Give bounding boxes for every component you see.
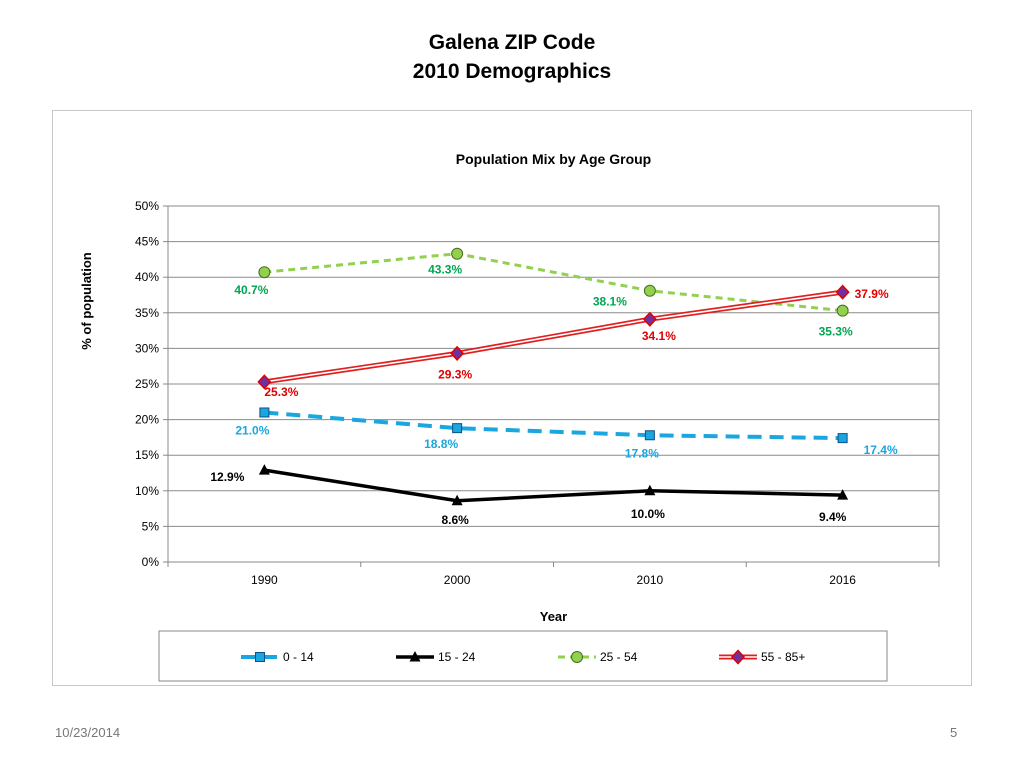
slide-title-line1: Galena ZIP Code (428, 31, 596, 54)
legend-label: 55 - 85+ (761, 650, 805, 664)
data-label: 35.3% (819, 325, 853, 339)
slide-page-number: 5 (950, 725, 958, 740)
legend-marker (255, 652, 265, 662)
slide-title-line2: 2010 Demographics (412, 60, 612, 83)
legend: 0 - 14 15 - 24 25 - 54 55 - 85+ (158, 630, 888, 682)
series-line (264, 410, 843, 441)
data-point (258, 464, 270, 475)
y-tick-label: 5% (142, 519, 160, 533)
legend-label: 15 - 24 (438, 650, 476, 664)
data-label: 37.9% (855, 287, 889, 301)
chart-title: Population Mix by Age Group (456, 151, 651, 167)
data-label: 17.8% (625, 446, 659, 460)
y-tick-label: 40% (135, 270, 159, 284)
data-point (642, 311, 657, 327)
data-label: 40.7% (234, 283, 268, 297)
data-point (450, 345, 465, 361)
data-point (835, 284, 850, 300)
data-label: 8.6% (441, 513, 469, 527)
y-tick-label: 20% (135, 413, 159, 427)
x-axis-title: Year (540, 609, 567, 624)
data-point (836, 304, 849, 317)
legend-marker (409, 651, 421, 662)
chart-frame: Population Mix by Age Group 0% 5% 10% 15% 20%… (52, 110, 972, 686)
data-point (451, 494, 463, 506)
y-tick-label: 0% (142, 555, 160, 569)
x-axis: 1990 2000 2010 2016 (167, 562, 940, 587)
x-tick-label: 2010 (637, 573, 664, 587)
legend-item: 15 - 24 (396, 650, 476, 664)
data-point (643, 284, 656, 297)
data-point (452, 423, 463, 434)
data-point (259, 407, 270, 418)
data-point (837, 433, 848, 444)
data-point (257, 374, 272, 390)
y-tick-label: 45% (135, 235, 159, 249)
series-line (264, 468, 843, 503)
legend-marker (730, 649, 746, 665)
y-tick-label: 25% (135, 377, 159, 391)
data-point (644, 484, 656, 496)
series-0-14: 21.0% 18.8% 17.8% 17.4% (235, 407, 898, 460)
data-label: 34.1% (642, 329, 676, 343)
data-label: 29.3% (438, 367, 472, 381)
data-label: 9.4% (819, 510, 847, 524)
data-point (258, 266, 271, 279)
series-25-54: 40.7% 43.3% 38.1% 35.3% (234, 247, 853, 339)
data-point (451, 247, 464, 260)
slide-date: 10/23/2014 (55, 725, 121, 740)
legend-item: 0 - 14 (241, 650, 314, 664)
series-55-85-: 25.3% 29.3% 34.1% 37.9% (257, 284, 889, 399)
data-label: 17.4% (864, 443, 898, 457)
y-tick-label: 10% (135, 484, 159, 498)
data-label: 25.3% (264, 385, 298, 399)
series-15-24: 12.9% 8.6% 10.0% 9.4% (210, 464, 849, 527)
y-tick-label: 15% (135, 448, 159, 462)
data-point (644, 430, 655, 441)
series-line-inner (264, 291, 843, 383)
x-tick-label: 2000 (444, 573, 471, 587)
data-label: 18.8% (424, 437, 458, 451)
data-label: 43.3% (428, 263, 462, 277)
legend-item: 55 - 85+ (719, 649, 805, 665)
legend-label: 25 - 54 (600, 650, 638, 664)
legend-marker (571, 651, 583, 663)
slide-title: Galena ZIP Code 2010 Demographics (0, 28, 1024, 86)
series-line (264, 252, 843, 313)
data-label: 38.1% (593, 295, 627, 309)
x-tick-label: 2016 (829, 573, 856, 587)
line-chart: Population Mix by Age Group 0% 5% 10% 15% 20%… (79, 151, 940, 682)
y-axis-title: % of population (79, 252, 94, 350)
data-label: 12.9% (210, 470, 244, 484)
gridlines (168, 241, 939, 527)
data-label: 10.0% (631, 507, 665, 521)
data-label: 21.0% (235, 423, 269, 437)
y-axis: 0% 5% 10% 15% 20% 25% 30% 35% 40% 45% 50% (135, 199, 168, 569)
y-tick-label: 30% (135, 341, 159, 355)
data-point (837, 489, 849, 500)
y-tick-label: 50% (135, 199, 159, 213)
x-tick-label: 1990 (251, 573, 278, 587)
legend-label: 0 - 14 (283, 650, 314, 664)
legend-item: 25 - 54 (558, 650, 638, 664)
legend-box (158, 630, 888, 682)
y-tick-label: 35% (135, 306, 159, 320)
